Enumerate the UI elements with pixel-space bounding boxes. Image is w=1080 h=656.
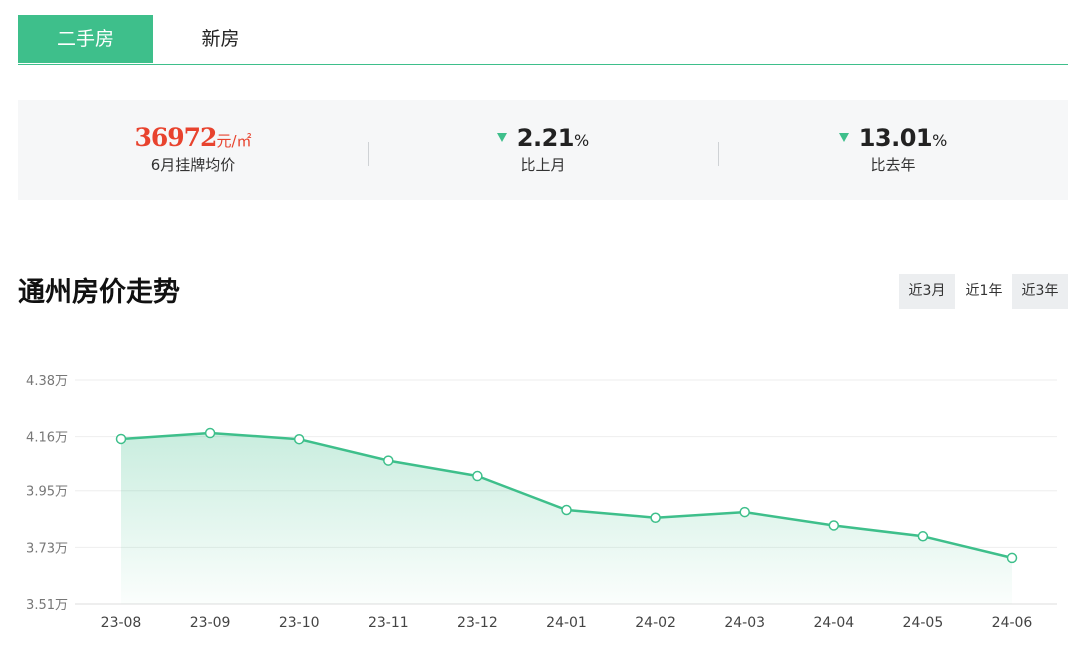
arrow-down-icon xyxy=(838,133,849,142)
stat-divider xyxy=(368,142,369,166)
average-price-label: 6月挂牌均价 xyxy=(150,156,236,174)
section-title: 通州房价走势 xyxy=(18,277,180,308)
range-selector: 近3月 近1年 近3年 xyxy=(899,274,1068,309)
area-fill xyxy=(121,433,1012,604)
arrow-down-icon xyxy=(496,133,507,142)
data-point xyxy=(115,433,127,445)
yoy-unit: % xyxy=(932,131,948,150)
mom-value: 2.21 xyxy=(516,124,575,152)
x-tick-label: 23-10 xyxy=(279,615,320,631)
x-tick-label: 23-09 xyxy=(190,615,231,631)
data-point xyxy=(383,455,394,466)
yoy-label: 比去年 xyxy=(870,156,916,174)
tab-new-house[interactable]: 新房 xyxy=(201,28,240,50)
data-point xyxy=(204,427,216,439)
mom-label: 比上月 xyxy=(520,156,566,174)
data-point xyxy=(739,506,750,518)
house-type-tabs: 二手房 新房 xyxy=(18,15,1068,65)
average-price-unit: 元/㎡ xyxy=(216,132,252,150)
x-tick-label: 24-05 xyxy=(903,615,944,631)
data-point xyxy=(293,433,305,445)
y-tick-label: 3.95万 xyxy=(26,485,68,500)
average-price-value-line: 36972元/㎡ xyxy=(18,122,368,154)
range-3-years-button[interactable]: 近3年 xyxy=(1012,274,1068,309)
data-point xyxy=(828,520,840,531)
x-tick-label: 24-02 xyxy=(635,615,676,631)
x-tick-label: 24-06 xyxy=(992,615,1033,631)
stat-average-price: 36972元/㎡ 6月挂牌均价 xyxy=(18,100,368,200)
data-point xyxy=(561,504,572,516)
data-point xyxy=(917,531,929,542)
y-tick-label: 3.73万 xyxy=(26,541,68,556)
yoy-value: 13.01 xyxy=(858,124,933,152)
x-tick-label: 24-04 xyxy=(813,615,854,631)
average-price-value: 36972 xyxy=(134,123,217,152)
stat-divider xyxy=(718,142,719,166)
y-tick-label: 3.51万 xyxy=(26,598,68,613)
range-3-months-button[interactable]: 近3月 xyxy=(899,274,955,309)
data-point xyxy=(472,470,483,482)
data-point xyxy=(650,512,661,523)
yoy-value-line: 13.01% xyxy=(718,122,1068,154)
x-tick-label: 23-11 xyxy=(368,615,409,631)
price-trend-chart: 4.38万 4.16万 3.95万 3.73万 3.51万 23-08 23-09 23-1… xyxy=(26,374,1057,631)
mom-value-line: 2.21% xyxy=(368,122,718,154)
range-1-year-button[interactable]: 近1年 xyxy=(956,274,1012,309)
x-tick-label: 24-01 xyxy=(546,615,587,631)
stat-month-over-month: 2.21% 比上月 xyxy=(368,100,718,200)
x-tick-label: 24-03 xyxy=(724,615,765,631)
y-tick-label: 4.38万 xyxy=(26,374,68,389)
price-stats-panel: 36972元/㎡ 6月挂牌均价 2.21% 比上月 13.01% 比去年 xyxy=(18,100,1068,200)
data-point xyxy=(1006,552,1018,564)
stat-year-over-year: 13.01% 比去年 xyxy=(718,100,1068,200)
x-tick-label: 23-12 xyxy=(457,615,498,631)
tab-second-hand[interactable]: 二手房 xyxy=(18,15,153,63)
mom-unit: % xyxy=(574,131,590,150)
y-tick-label: 4.16万 xyxy=(26,431,68,446)
x-tick-label: 23-08 xyxy=(101,615,142,631)
